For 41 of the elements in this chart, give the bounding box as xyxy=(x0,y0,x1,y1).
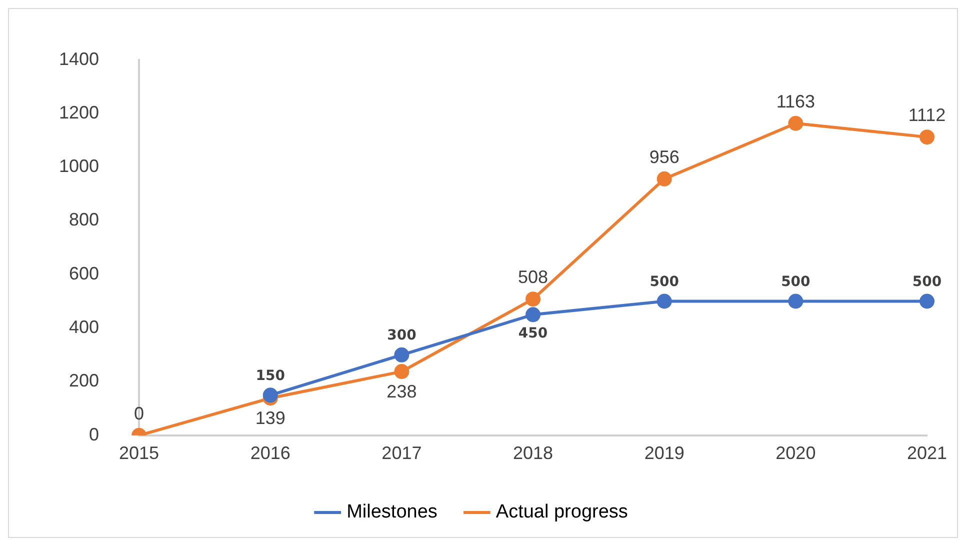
data-label: 139 xyxy=(255,408,286,428)
point xyxy=(262,388,278,403)
y-tick-label: 800 xyxy=(68,210,100,230)
point xyxy=(656,294,672,309)
point xyxy=(656,171,672,186)
data-label: 500 xyxy=(912,274,942,290)
x-tick-label: 2019 xyxy=(644,443,684,464)
y-tick-label: 1200 xyxy=(58,102,100,122)
y-tick-label: 1400 xyxy=(58,48,100,69)
data-label: 956 xyxy=(649,146,680,167)
data-label: 500 xyxy=(781,274,811,290)
legend-label: Actual progress xyxy=(496,502,628,523)
x-tick-label: 2021 xyxy=(906,443,948,464)
data-label: 450 xyxy=(518,325,548,342)
data-label: 300 xyxy=(387,328,417,344)
point xyxy=(526,307,541,322)
y-tick-label: 600 xyxy=(68,263,100,284)
data-label: 1112 xyxy=(908,105,946,126)
x-tick-label: 2020 xyxy=(776,443,816,464)
data-label: 0 xyxy=(134,403,144,424)
data-label: 508 xyxy=(518,267,548,288)
y-tick-label: 0 xyxy=(89,424,100,444)
point xyxy=(920,130,934,145)
point xyxy=(788,294,804,309)
data-label: 500 xyxy=(650,274,680,290)
x-tick-label: 2015 xyxy=(119,443,160,464)
point xyxy=(788,116,804,131)
point xyxy=(394,347,410,362)
x-tick-label: 2017 xyxy=(382,443,422,464)
point xyxy=(394,364,410,380)
data-label: 150 xyxy=(256,368,286,384)
data-label: 238 xyxy=(386,382,417,402)
legend-label: Milestones xyxy=(346,502,438,523)
point xyxy=(920,294,934,309)
data-label: 1163 xyxy=(776,91,816,112)
y-tick-label: 200 xyxy=(68,370,100,391)
y-tick-label: 400 xyxy=(68,317,100,338)
x-tick-label: 2016 xyxy=(250,443,290,464)
point xyxy=(526,292,541,307)
y-tick-label: 1000 xyxy=(58,156,100,176)
x-tick-label: 2018 xyxy=(513,443,554,464)
